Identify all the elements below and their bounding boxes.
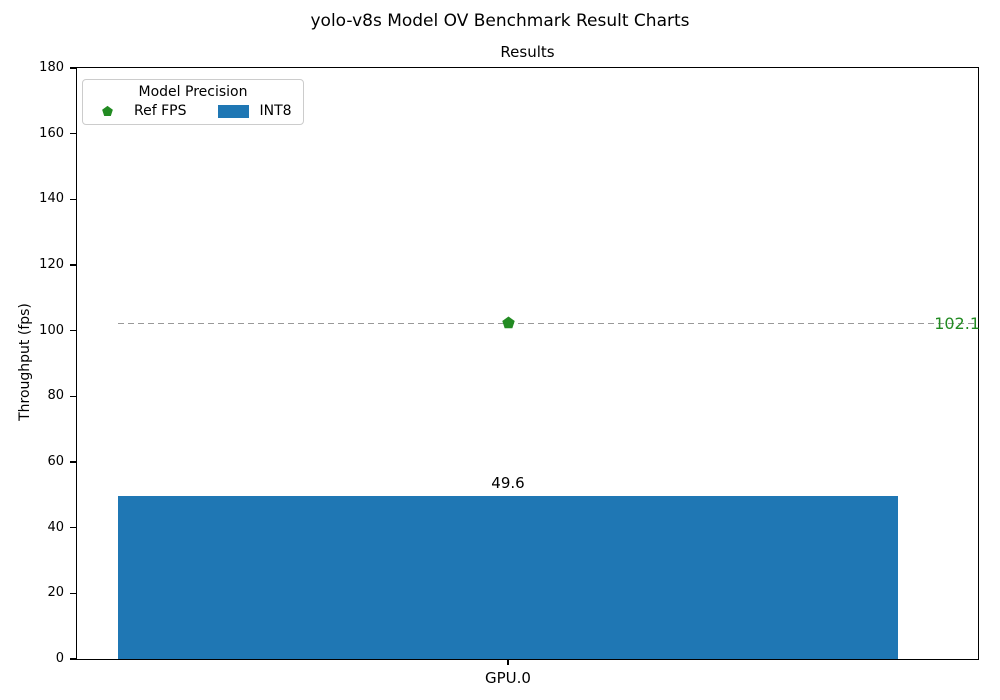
y-tick-label: 100 xyxy=(39,322,64,338)
y-tick-mark xyxy=(70,133,76,135)
y-tick-mark xyxy=(70,264,76,266)
y-tick-mark xyxy=(70,592,76,594)
legend-ref-fps-pentagon-icon xyxy=(92,105,122,118)
y-tick-label: 180 xyxy=(39,60,64,75)
ref-fps-pentagon-marker-icon xyxy=(501,316,515,329)
figure-title: yolo-v8s Model OV Benchmark Result Chart… xyxy=(310,11,690,31)
legend-int8-swatch xyxy=(218,104,250,118)
x-tick-mark xyxy=(507,659,509,665)
bar-value-label: 49.6 xyxy=(491,474,525,493)
y-tick-mark xyxy=(70,67,76,69)
y-tick-mark xyxy=(70,395,76,397)
reference-line xyxy=(118,323,978,325)
y-tick-mark xyxy=(70,198,76,200)
y-tick-mark xyxy=(70,658,76,660)
reference-value-label: 102.1 xyxy=(934,314,980,334)
axes-title: Results xyxy=(500,43,555,61)
y-tick-label: 40 xyxy=(47,519,64,535)
plot-area: Results 0 20 40 60 80 100 120 140 160 180 49.6 10… xyxy=(39,43,980,687)
y-tick-label: 60 xyxy=(47,454,64,469)
y-tick-label: 0 xyxy=(55,651,64,666)
legend-title: Model Precision xyxy=(138,84,248,100)
y-tick-label: 20 xyxy=(47,585,64,601)
legend: Model Precision Ref FPS INT8 xyxy=(82,79,304,125)
y-tick-mark xyxy=(70,461,76,463)
legend-entry-int8-label: INT8 xyxy=(259,103,292,119)
bar-int8 xyxy=(118,496,898,659)
x-tick-label: GPU.0 xyxy=(485,669,531,687)
legend-row: Ref FPS INT8 xyxy=(83,103,303,119)
y-tick-label: 140 xyxy=(39,191,64,207)
legend-entry-ref-fps-label: Ref FPS xyxy=(134,103,187,119)
y-tick-label: 120 xyxy=(39,257,64,272)
y-tick-mark xyxy=(70,527,76,529)
y-tick-label: 160 xyxy=(39,125,64,141)
y-tick-mark xyxy=(70,330,76,332)
y-tick-label: 80 xyxy=(47,388,64,404)
